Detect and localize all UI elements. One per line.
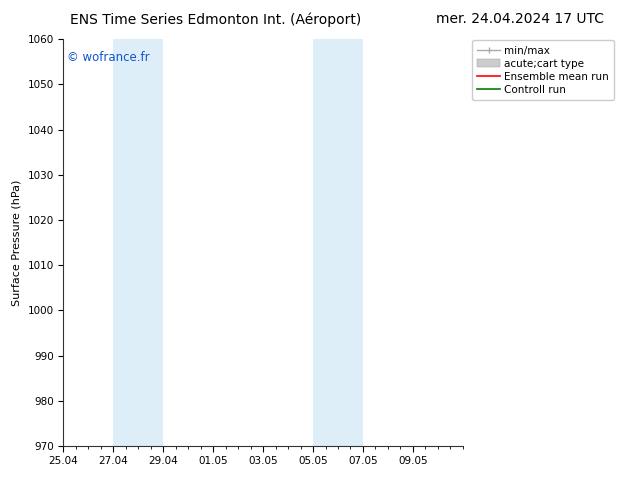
Legend: min/max, acute;cart type, Ensemble mean run, Controll run: min/max, acute;cart type, Ensemble mean … [472,40,614,100]
Text: © wofrance.fr: © wofrance.fr [67,51,150,64]
Y-axis label: Surface Pressure (hPa): Surface Pressure (hPa) [12,179,22,306]
Bar [113,39,164,446]
Text: mer. 24.04.2024 17 UTC: mer. 24.04.2024 17 UTC [436,12,604,26]
Bar [313,39,363,446]
Text: ENS Time Series Edmonton Int. (Aéroport): ENS Time Series Edmonton Int. (Aéroport) [70,12,361,27]
